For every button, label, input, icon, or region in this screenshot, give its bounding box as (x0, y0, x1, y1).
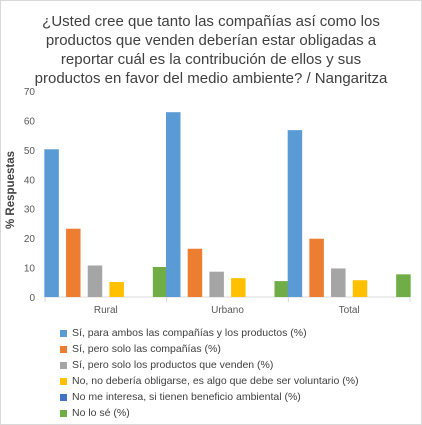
legend-label: Sí, pero solo las compañías (%) (72, 343, 221, 355)
x-tick-label: Total (339, 305, 360, 316)
y-tick-label: 50 (24, 146, 36, 157)
legend-swatch (60, 393, 67, 401)
legend-item: No me interesa, si tienen beneficio ambi… (60, 389, 410, 405)
bar (109, 281, 124, 297)
x-tick-label: Urbano (211, 305, 244, 316)
y-tick-label: 30 (24, 205, 36, 216)
bar (187, 248, 203, 297)
bar (352, 280, 368, 297)
y-tick-label: 60 (24, 116, 36, 127)
y-tick-label: 20 (24, 234, 36, 245)
legend-label: Sí, para ambos las compañías y los produ… (72, 327, 307, 339)
legend-swatch (60, 345, 67, 353)
legend-swatch (60, 377, 67, 385)
legend-item: Sí, pero solo las compañías (%) (60, 341, 410, 357)
legend: Sí, para ambos las compañías y los produ… (60, 325, 410, 421)
bar (309, 238, 324, 297)
x-axis: Rural Urbano Total (44, 296, 411, 316)
bar (209, 271, 224, 297)
legend-swatch (60, 361, 67, 369)
y-axis: 0 10 20 30 40 50 60 70 (24, 87, 36, 304)
legend-item: No lo sé (%) (60, 405, 410, 421)
y-tick-label: 70 (24, 87, 36, 98)
bar (287, 130, 303, 297)
bar (231, 278, 246, 297)
legend-item: Sí, para ambos las compañías y los produ… (60, 325, 410, 341)
bar (66, 228, 81, 297)
bar (166, 112, 181, 297)
bar (44, 149, 59, 297)
legend-swatch (60, 329, 67, 337)
x-tick-label: Rural (94, 305, 118, 316)
legend-label: No, no debería obligarse, es algo que de… (72, 375, 359, 387)
bars (44, 112, 411, 297)
y-axis-label: % Respuestas (5, 151, 17, 229)
legend-label: Sí, pero solo los productos que venden (… (72, 359, 274, 371)
bar (152, 266, 168, 297)
bar (87, 265, 103, 297)
bar (274, 281, 289, 297)
bar (396, 274, 411, 297)
y-tick-label: 40 (24, 175, 36, 186)
y-tick-label: 0 (29, 293, 35, 304)
legend-label: No me interesa, si tienen beneficio ambi… (72, 391, 301, 403)
y-tick-label: 10 (24, 264, 36, 275)
legend-swatch (60, 409, 67, 417)
legend-label: No lo sé (%) (72, 407, 130, 419)
bar (331, 268, 346, 297)
legend-item: Sí, pero solo los productos que venden (… (60, 357, 410, 373)
chart-title: ¿Usted cree que tanto las compañías así … (34, 13, 388, 87)
legend-item: No, no debería obligarse, es algo que de… (60, 373, 410, 389)
